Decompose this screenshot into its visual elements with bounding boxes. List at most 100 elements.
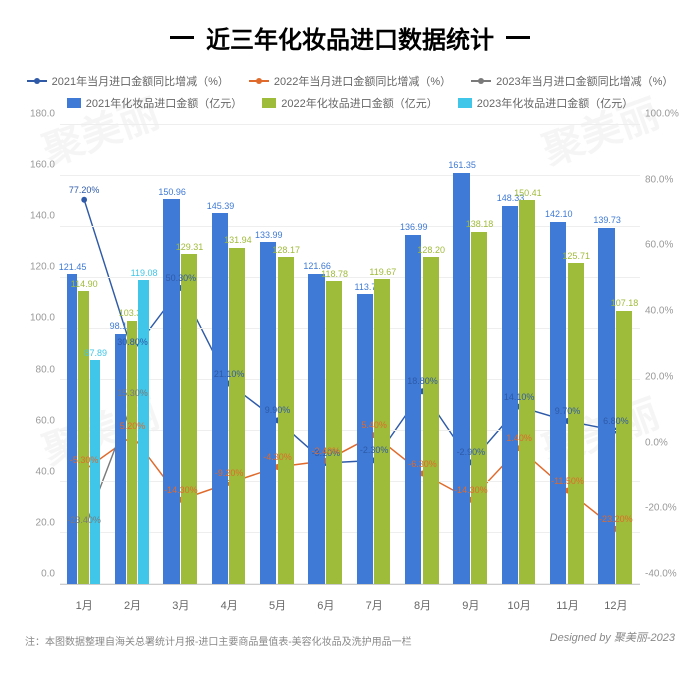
bar-2021 [357, 294, 373, 584]
x-label: 9月 [462, 597, 479, 613]
legend-bar-2022: 2022年化妆品进口金额（亿元） [262, 95, 437, 111]
y-left-tick: 180.0 [15, 109, 55, 120]
y-left-tick: 160.0 [15, 160, 55, 171]
bar-2021-label: 142.10 [545, 209, 573, 219]
x-label: 11月 [556, 597, 578, 613]
bar-2021 [598, 228, 614, 584]
bar-2021 [453, 173, 469, 584]
line-2022-label: -9.20% [215, 468, 244, 478]
bar-2022-label: 138.18 [466, 219, 494, 229]
y-right-tick: 100.0% [645, 109, 685, 120]
bar-2022 [568, 263, 584, 584]
x-label: 7月 [366, 597, 383, 613]
bar-2022 [423, 257, 439, 584]
y-left-tick: 80.0 [15, 364, 55, 375]
title-dash-right [506, 36, 530, 39]
line-2021-label: 77.20% [69, 185, 100, 195]
legend-bar-2021: 2021年化妆品进口金额（亿元） [67, 95, 242, 111]
bar-2022 [374, 279, 390, 584]
chart-container: 聚美丽 聚美丽 聚美丽 聚美丽 近三年化妆品进口数据统计 2021年当月进口金额… [0, 0, 700, 695]
bar-2021 [163, 199, 179, 584]
x-label: 3月 [172, 597, 189, 613]
x-label: 8月 [414, 597, 431, 613]
y-left-tick: 140.0 [15, 211, 55, 222]
line-2022-label: 5.40% [361, 420, 387, 430]
bar-2022-label: 114.90 [71, 279, 98, 289]
bar-2022-label: 128.20 [417, 245, 445, 255]
x-label: 4月 [221, 597, 238, 613]
y-left-tick: 100.0 [15, 313, 55, 324]
line-2021-label: -2.90% [457, 447, 486, 457]
y-right-tick: 20.0% [645, 371, 685, 382]
line-2022-label: -5.30% [70, 455, 99, 465]
y-right-tick: -40.0% [645, 569, 685, 580]
bar-2021 [308, 274, 324, 584]
bar-2021-label: 136.99 [400, 222, 428, 232]
bar-2022-label: 119.67 [369, 267, 396, 277]
bar-2021-label: 113.7 [355, 282, 377, 292]
line-2022-label: 5.20% [120, 421, 146, 431]
x-axis: 1月2月3月4月5月6月7月8月9月10月11月12月 [60, 589, 640, 625]
plot-region: 121.45114.9087.8998.18103.31119.08150.96… [60, 125, 640, 585]
bar-2021 [212, 213, 228, 584]
line-2022-label: -23.20% [599, 514, 633, 524]
x-label: 10月 [508, 597, 531, 613]
x-label: 6月 [317, 597, 334, 613]
bar-2021-label: 139.73 [593, 215, 621, 225]
x-label: 5月 [269, 597, 286, 613]
bar-2023 [138, 280, 148, 584]
line-2021-point [81, 197, 87, 203]
line-2021-label: 50.30% [166, 273, 197, 283]
bar-2022 [616, 311, 632, 584]
bar-2021 [115, 334, 125, 584]
y-left-tick: 60.0 [15, 415, 55, 426]
bar-2021-label: 133.99 [255, 230, 283, 240]
bar-2021-label: 161.35 [448, 160, 476, 170]
line-2021-label: 6.80% [603, 416, 629, 426]
footnote: 注：本图数据整理自海关总署统计月报-进口主要商品量值表-美容化妆品及洗护用品一栏 [25, 633, 412, 648]
line-2021-label: -2.30% [360, 445, 389, 455]
y-right-tick: 0.0% [645, 437, 685, 448]
bar-2022-label: 131.94 [224, 235, 252, 245]
bar-2021 [550, 222, 566, 584]
legend: 2021年当月进口金额同比增减（%） 2022年当月进口金额同比增减（%） 20… [15, 73, 685, 111]
line-2022-label: -2.40% [312, 446, 341, 456]
legend-line-2023: 2023年当月进口金额同比增减（%） [471, 73, 673, 89]
bar-2022 [181, 254, 197, 584]
footer-row: 注：本图数据整理自海关总署统计月报-进口主要商品量值表-美容化妆品及洗护用品一栏… [15, 625, 685, 648]
bar-2022 [78, 291, 88, 584]
designed-by: Designed by 聚美丽-2023 [550, 629, 675, 645]
y-right-tick: 40.0% [645, 306, 685, 317]
title-dash-left [170, 36, 194, 39]
bar-2021-label: 150.96 [158, 187, 186, 197]
line-2021-label: 9.90% [265, 405, 291, 415]
bar-2021 [405, 235, 421, 584]
line-2022-label: -4.30% [263, 452, 292, 462]
legend-line-2022: 2022年当月进口金额同比增减（%） [249, 73, 451, 89]
line-2022-label: -14.30% [164, 485, 198, 495]
line-2022-label: -11.50% [551, 476, 584, 486]
bar-2021-label: 121.45 [59, 262, 87, 272]
bar-2021-label: 145.39 [207, 201, 235, 211]
line-2023-label: -23.40% [67, 515, 101, 525]
y-axis-right: -40.0%-20.0%0.0%20.0%40.0%60.0%80.0%100.… [645, 125, 685, 585]
chart-title: 近三年化妆品进口数据统计 [206, 20, 494, 55]
bar-2022-label: 107.18 [611, 298, 639, 308]
bar-2021 [67, 274, 77, 584]
y-axis-left: 0.020.040.060.080.0100.0120.0140.0160.01… [15, 125, 55, 585]
y-left-tick: 120.0 [15, 262, 55, 273]
gridline [60, 175, 640, 176]
legend-line-2021: 2021年当月进口金额同比增减（%） [27, 73, 229, 89]
x-label: 12月 [604, 597, 627, 613]
line-2022-label: -6.30% [408, 459, 437, 469]
legend-bar-2023: 2023年化妆品进口金额（亿元） [458, 95, 633, 111]
bar-2022 [229, 248, 245, 584]
gridline [60, 124, 640, 125]
line-2021-label: 14.10% [504, 392, 535, 402]
y-right-tick: 60.0% [645, 240, 685, 251]
line-2023-label: 15.30% [117, 388, 148, 398]
line-2022-label: 1.40% [506, 433, 532, 443]
line-2021-label: 30.80% [117, 337, 148, 347]
y-right-tick: -20.0% [645, 503, 685, 514]
bar-2023 [90, 360, 100, 584]
